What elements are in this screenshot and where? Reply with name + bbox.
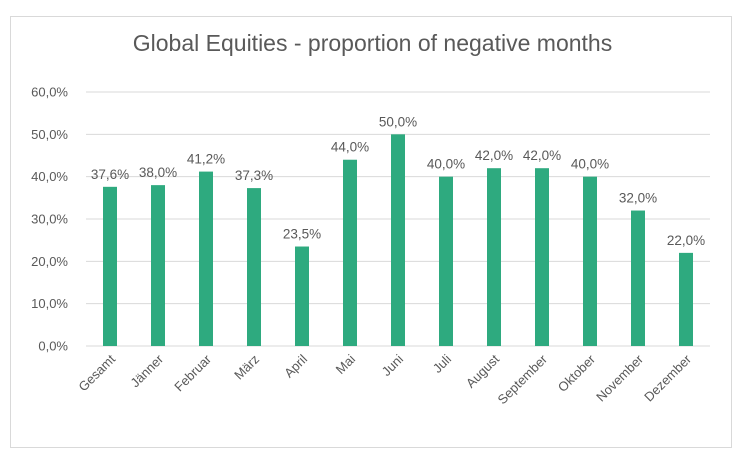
x-category-label: September [495,351,551,407]
y-tick-label: 30,0% [31,212,68,227]
chart-frame [10,16,732,448]
y-tick-label: 20,0% [31,254,68,269]
y-axis-ticks: 0,0% 10,0% 20,0% 30,0% 40,0% 50,0% 60,0% [31,85,68,354]
bar [487,168,501,346]
x-category-label: Juni [379,351,407,379]
bar [247,188,261,346]
y-tick-label: 40,0% [31,169,68,184]
data-label: 22,0% [667,233,705,248]
y-tick-label: 60,0% [31,85,68,100]
bar [439,176,453,346]
data-label: 50,0% [379,114,417,129]
bar [631,210,645,346]
data-label: 40,0% [427,157,465,172]
y-tick-label: 50,0% [31,127,68,142]
bars [103,134,693,346]
x-category-label: Dezember [641,351,694,404]
x-category-label: März [231,352,262,383]
bar [343,159,357,346]
bar [295,246,309,346]
y-tick-label: 10,0% [31,296,68,311]
chart-title: Global Equities - proportion of negative… [132,30,613,56]
bar [103,186,117,346]
x-category-label: Gesamt [75,351,118,394]
bar [391,134,405,346]
data-label: 40,0% [571,157,609,172]
x-category-label: April [281,351,310,380]
x-category-label: Jänner [127,351,166,390]
data-labels: 37,6% 38,0% 41,2% 37,3% 23,5% 44,0% 50,0% 40,0%… [91,114,705,248]
data-label: 44,0% [331,140,369,155]
y-tick-label: 0,0% [38,339,68,354]
data-label: 37,6% [91,167,129,182]
data-label: 42,0% [523,148,561,163]
bar [583,176,597,346]
bar [151,185,165,346]
x-category-label: Oktober [555,351,599,395]
bar [679,252,693,346]
data-label: 42,0% [475,148,513,163]
x-category-label: Mai [333,351,358,376]
x-axis-categories: Gesamt Jänner Februar März April Mai Juni Juli A… [75,351,694,407]
data-label: 37,3% [235,168,273,183]
data-label: 38,0% [139,165,177,180]
x-category-label: Juli [430,351,454,375]
x-category-label: August [463,351,502,390]
bar [199,171,213,346]
bar [535,168,549,346]
data-label: 32,0% [619,191,657,206]
data-label: 41,2% [187,152,225,167]
x-category-label: November [593,351,646,404]
data-label: 23,5% [283,227,321,242]
x-category-label: Februar [171,351,214,394]
